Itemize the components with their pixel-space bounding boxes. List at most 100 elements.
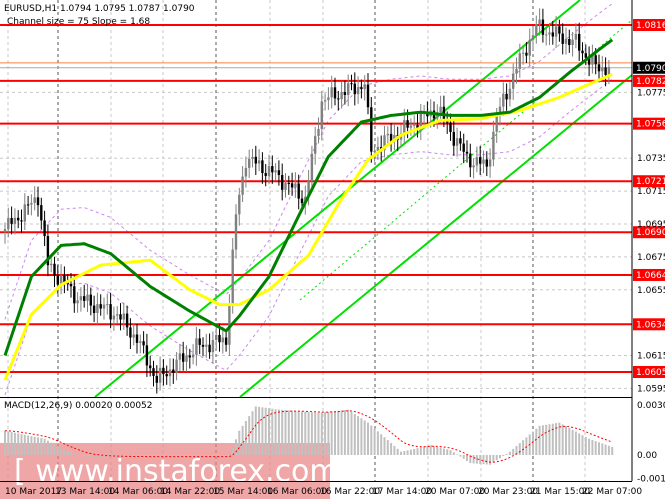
level-label: 1.0756 (636, 120, 665, 130)
envelope-lower (4, 78, 613, 396)
candle-body (462, 143, 465, 152)
x-tick-label: 10 Mar 2017 (5, 487, 62, 497)
candle-body (594, 55, 597, 65)
candle-body (271, 166, 274, 173)
candle-body (370, 107, 373, 152)
candle-body (99, 304, 102, 309)
x-tick-label: 16 Mar 22:00 (320, 487, 380, 497)
candle-body (340, 92, 343, 100)
ma-fast-line (3, 38, 614, 356)
level-label-box (633, 175, 665, 188)
support-resistance-levels (0, 24, 632, 373)
candle-body (191, 354, 195, 358)
candle-body (333, 87, 337, 99)
candle-body (419, 113, 422, 130)
candle-body (53, 263, 56, 276)
candle-body (535, 24, 538, 36)
candle-body (558, 26, 561, 34)
candle-body (482, 159, 485, 164)
candle-body (33, 197, 36, 203)
candle-body (17, 217, 20, 221)
candle-body (172, 369, 175, 373)
candle-body (353, 83, 356, 95)
candle-body (350, 83, 353, 85)
candle-body (584, 53, 587, 58)
candle-body (568, 39, 571, 46)
candle-body (521, 52, 525, 54)
candle-body (7, 217, 10, 230)
candle-body (294, 183, 297, 188)
candle-body (241, 176, 244, 195)
candle-body (149, 365, 152, 369)
macd-y-tick-label: 0.00308 (637, 401, 665, 411)
candle-body (455, 138, 459, 146)
candle-body (561, 33, 564, 44)
x-tick-label: 14 Mar 06:00 (108, 487, 168, 497)
candle-body (386, 133, 389, 136)
level-label-box (633, 74, 665, 87)
candle-body (162, 367, 165, 375)
candle-body (347, 83, 350, 95)
candle-body (376, 146, 380, 152)
candle-body (578, 33, 581, 51)
candle-body (366, 84, 370, 108)
candle-body (498, 106, 502, 116)
candle-body (224, 337, 228, 345)
candle-body (479, 157, 482, 164)
envelope-upper (4, 3, 613, 320)
candle-body (571, 39, 574, 46)
candle-body (142, 341, 145, 346)
candle-body (591, 55, 594, 65)
candle-body (116, 314, 119, 316)
x-tick-label: 14 Mar 22:00 (160, 487, 220, 497)
candle-body (548, 32, 551, 35)
candle-body (373, 151, 376, 153)
candle-body (300, 198, 304, 204)
candle-body (221, 337, 224, 343)
candle-body (518, 53, 521, 69)
level-label: 1.0605 (636, 368, 665, 378)
candle-body (125, 313, 129, 328)
x-tick-label: 21 Mar 15:00 (530, 487, 590, 497)
candle-body (106, 304, 109, 306)
candle-body (597, 64, 601, 72)
candle-body (195, 338, 198, 355)
candle-body (508, 88, 512, 100)
candle-body (449, 122, 452, 133)
candle-body (413, 124, 416, 126)
candle-body (452, 132, 455, 146)
y-tick-label: 1.0695 (637, 220, 665, 230)
candle-body (215, 334, 218, 340)
candle-body (505, 93, 508, 100)
x-tick-label: 20 Mar 23:00 (478, 487, 538, 497)
x-tick-label: 16 Mar 06:00 (267, 487, 327, 497)
y-tick-label: 1.0775 (637, 88, 665, 98)
candle-body (564, 39, 568, 44)
candle-body (10, 217, 13, 224)
level-label-box (633, 365, 665, 378)
candle-body (20, 220, 23, 222)
candle-body (69, 284, 73, 287)
candle-body (545, 34, 548, 36)
candle-body (281, 175, 284, 190)
candle-body (182, 353, 185, 362)
candle-body (297, 183, 300, 199)
level-label: 1.0690 (636, 228, 665, 238)
candle-body (409, 125, 413, 128)
level-label-box (633, 19, 665, 31)
x-tick-label: 15 Mar 14:00 (213, 487, 273, 497)
current-price-label: 1.0790 (636, 64, 665, 74)
candle-body (528, 39, 531, 56)
candle-body (218, 334, 221, 343)
moving-averages (3, 38, 614, 381)
candle-body (59, 275, 63, 285)
candle-body (211, 339, 215, 353)
candle-body (389, 133, 393, 142)
macd-y-tick-label: 0.00 (637, 451, 657, 461)
candle-body (155, 375, 158, 383)
candle-body (102, 304, 106, 309)
y-tick-label: 1.0735 (637, 154, 665, 164)
candle-body (178, 353, 182, 360)
candle-body (551, 32, 554, 37)
